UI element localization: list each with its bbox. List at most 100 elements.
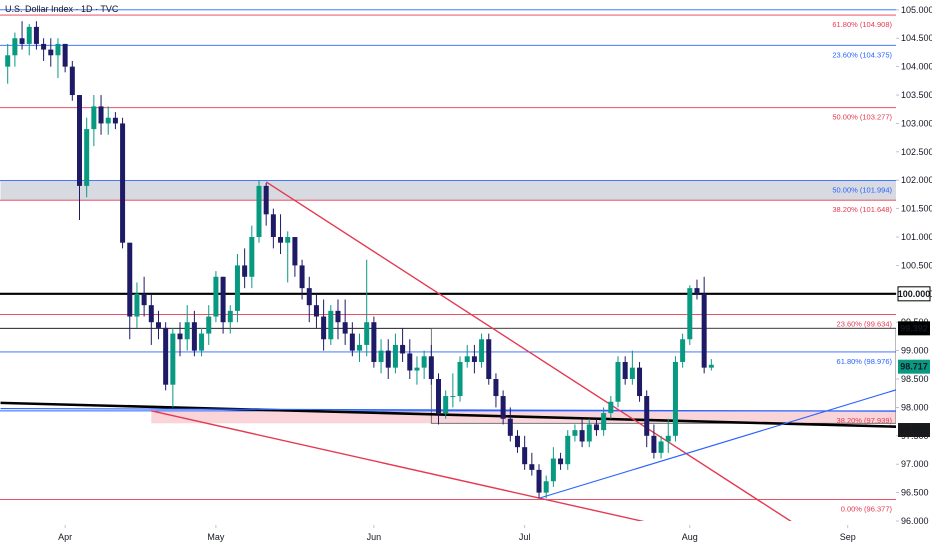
candle-up [285, 237, 291, 243]
trend-line-red [151, 410, 645, 521]
price-badge-label: 100.000 [898, 289, 931, 299]
candle-down [306, 288, 312, 306]
candle-down [98, 106, 104, 124]
candle-up [414, 367, 420, 371]
candle-up [658, 441, 664, 453]
trend-line-blue [0, 407, 896, 412]
candle-down [385, 350, 391, 368]
candle-down [701, 293, 707, 368]
candle-down [19, 38, 25, 44]
candle-up [84, 129, 90, 186]
candle-up [586, 424, 592, 442]
candle-down [263, 185, 269, 215]
candle-down [33, 26, 39, 44]
candle-down [321, 316, 327, 340]
y-tick-label: 99.000 [901, 346, 929, 356]
candle-down [407, 353, 413, 371]
candle-down [127, 242, 133, 317]
candle-up [392, 344, 398, 368]
candle-up [665, 435, 671, 442]
candle-up [464, 356, 470, 362]
candle-down [77, 95, 82, 186]
y-tick-label: 102.000 [901, 175, 932, 185]
x-tick-label: Aug [682, 532, 698, 542]
fibonacci-labels: 61.80% (104.908) 23.60% (104.375) 50.00% (… [832, 20, 892, 514]
price-badges: 100.000 99.392 98.717 97.602 [897, 286, 931, 438]
candle-down [471, 356, 477, 362]
horizontal-levels [0, 9, 897, 501]
candle-up [708, 364, 714, 368]
candle-up [364, 322, 370, 345]
candle-down [155, 322, 161, 328]
candle-up [378, 350, 384, 362]
candle-down [579, 430, 585, 442]
candle-up [615, 361, 621, 402]
candle-up [206, 316, 212, 334]
trend-line-red [265, 181, 792, 521]
candle-down [536, 469, 542, 493]
candle-up [328, 310, 334, 340]
candle-down [220, 276, 226, 323]
y-tick-label: 101.000 [901, 232, 932, 242]
zone-gray [0, 180, 896, 201]
fib-label: 61.80% (98.976) [837, 357, 893, 366]
candle-up [256, 185, 262, 238]
y-tick-label: 103.000 [901, 118, 932, 128]
candle-down [163, 327, 169, 385]
candle-down [514, 435, 520, 448]
candle-down [299, 265, 305, 289]
fib-label: 23.60% (104.375) [832, 50, 892, 59]
y-tick-label: 96.500 [901, 488, 929, 498]
fib-label: 38.20% (101.648) [832, 205, 892, 214]
candle-down [500, 396, 506, 419]
y-tick-label: 100.500 [901, 260, 932, 270]
candle-down [242, 265, 248, 277]
trend-line-blue [538, 389, 896, 499]
candle-down [593, 424, 599, 431]
candle-up [234, 265, 240, 311]
candle-up [213, 276, 219, 317]
candle-up [249, 237, 255, 277]
candle-up [572, 430, 578, 436]
candle-up [184, 322, 190, 340]
candle-down [428, 356, 434, 380]
candle-up [443, 396, 449, 414]
candle-up [608, 401, 614, 414]
candle-down [191, 322, 197, 351]
candle-down [522, 447, 528, 465]
candle-down [694, 288, 700, 294]
candle-up [479, 339, 485, 362]
candle-up [12, 38, 18, 56]
y-tick-label: 97.000 [901, 459, 929, 469]
candle-up [357, 344, 363, 351]
candle-down [493, 379, 499, 397]
candle-down [436, 379, 441, 414]
candle-down [177, 333, 183, 340]
candle-down [644, 396, 650, 436]
candle-down [335, 310, 341, 323]
x-tick-label: Jun [367, 532, 382, 542]
y-tick-label: 98.000 [901, 402, 929, 412]
price-axis[interactable]: 105.000 104.500 104.000 103.500 103.000 102.5… [896, 0, 932, 550]
candle-down [529, 464, 535, 470]
fib-label: 50.00% (101.994) [832, 186, 892, 195]
candle-down [48, 49, 54, 56]
price-badge [897, 286, 931, 302]
y-tick-label: 105.000 [901, 5, 932, 15]
x-tick-label: Jul [519, 532, 531, 542]
candle-down [313, 305, 319, 317]
price-badge-label: 98.717 [900, 362, 928, 372]
time-axis[interactable]: Apr May Jun Jul Aug Sep [58, 525, 856, 542]
fib-label: 61.80% (104.908) [832, 20, 892, 29]
y-tick-label: 98.500 [901, 374, 929, 384]
candle-up [601, 413, 607, 431]
candle-up [565, 435, 571, 465]
chart-title: U.S. Dollar Index · 1D · TVC [5, 4, 119, 14]
candle-up [26, 26, 32, 44]
price-badge [898, 321, 930, 336]
price-badge-label: 97.602 [900, 425, 928, 435]
candle-down [349, 333, 355, 351]
price-badge [898, 423, 930, 438]
y-tick-label: 103.500 [901, 90, 932, 100]
